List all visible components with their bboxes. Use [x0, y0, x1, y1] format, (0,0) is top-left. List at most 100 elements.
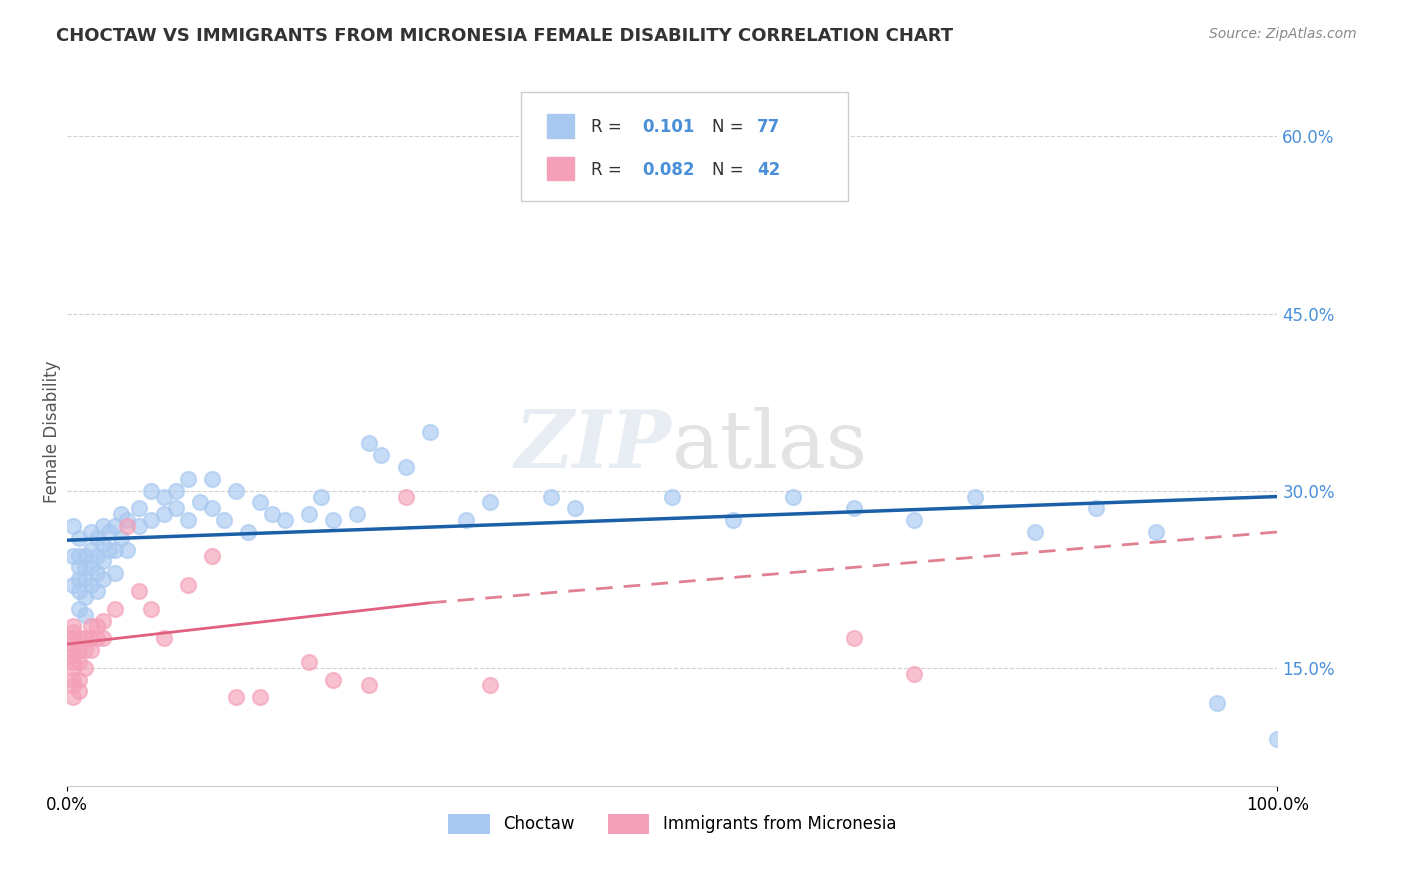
Point: [73, 661, 96, 675]
Point: [62, 643, 84, 657]
Point: [73, 607, 96, 622]
Point: [62, 637, 84, 651]
Point: [86, 566, 108, 581]
Point: [298, 508, 321, 522]
Point: [86, 549, 108, 563]
Point: [141, 483, 163, 498]
Text: 77: 77: [756, 118, 780, 136]
Point: [98, 542, 121, 557]
Point: [225, 483, 247, 498]
Point: [152, 508, 174, 522]
Point: [842, 501, 865, 516]
Point: [98, 524, 121, 539]
Point: [80, 524, 103, 539]
Point: [115, 519, 138, 533]
Point: [67, 673, 90, 687]
Legend: Choctaw, Immigrants from Micronesia: Choctaw, Immigrants from Micronesia: [449, 814, 896, 834]
Point: [1024, 524, 1046, 539]
Point: [91, 519, 114, 533]
Point: [479, 678, 502, 692]
Point: [177, 513, 200, 527]
Point: [62, 625, 84, 640]
Point: [212, 513, 235, 527]
Point: [62, 619, 84, 633]
Point: [67, 643, 90, 657]
Text: CHOCTAW VS IMMIGRANTS FROM MICRONESIA FEMALE DISABILITY CORRELATION CHART: CHOCTAW VS IMMIGRANTS FROM MICRONESIA FE…: [56, 27, 953, 45]
Text: R =: R =: [591, 118, 627, 136]
Point: [91, 631, 114, 645]
Point: [903, 666, 925, 681]
Point: [152, 631, 174, 645]
Point: [91, 537, 114, 551]
Point: [1084, 501, 1107, 516]
Text: atlas: atlas: [672, 407, 868, 484]
Point: [1144, 524, 1167, 539]
Text: 0.101: 0.101: [641, 118, 695, 136]
Point: [86, 584, 108, 599]
Point: [80, 643, 103, 657]
Point: [456, 513, 478, 527]
Point: [62, 578, 84, 592]
Point: [152, 490, 174, 504]
Point: [73, 572, 96, 586]
Point: [104, 519, 127, 533]
Point: [62, 519, 84, 533]
Point: [322, 673, 344, 687]
Text: N =: N =: [711, 118, 749, 136]
Point: [73, 590, 96, 604]
Point: [479, 495, 502, 509]
Point: [249, 495, 271, 509]
Point: [91, 614, 114, 628]
Point: [322, 513, 344, 527]
Point: [67, 584, 90, 599]
Text: R =: R =: [591, 161, 627, 178]
Point: [62, 549, 84, 563]
Text: 42: 42: [756, 161, 780, 178]
Point: [963, 490, 986, 504]
Point: [80, 542, 103, 557]
FancyBboxPatch shape: [520, 92, 848, 202]
Point: [73, 631, 96, 645]
Point: [110, 508, 132, 522]
Point: [67, 631, 90, 645]
Point: [370, 448, 392, 462]
Text: ZIP: ZIP: [515, 407, 672, 484]
Point: [86, 619, 108, 633]
Point: [86, 631, 108, 645]
Point: [262, 508, 284, 522]
Point: [395, 460, 418, 475]
Point: [564, 501, 586, 516]
Point: [104, 601, 127, 615]
Point: [73, 643, 96, 657]
Point: [141, 601, 163, 615]
Point: [238, 524, 260, 539]
Point: [201, 472, 224, 486]
Point: [249, 690, 271, 705]
Point: [225, 690, 247, 705]
Point: [201, 549, 224, 563]
Point: [73, 549, 96, 563]
Point: [62, 648, 84, 663]
Point: [67, 531, 90, 545]
Point: [721, 513, 744, 527]
Point: [128, 519, 150, 533]
Point: [67, 560, 90, 574]
Point: [62, 661, 84, 675]
Point: [540, 490, 562, 504]
Point: [165, 483, 187, 498]
Point: [80, 619, 103, 633]
Point: [62, 631, 84, 645]
Point: [1267, 731, 1289, 746]
Point: [188, 495, 211, 509]
Point: [67, 655, 90, 669]
Point: [359, 436, 381, 450]
Point: [80, 578, 103, 592]
Point: [273, 513, 295, 527]
Y-axis label: Female Disability: Female Disability: [44, 360, 60, 503]
Point: [104, 542, 127, 557]
Point: [177, 472, 200, 486]
Point: [903, 513, 925, 527]
Point: [419, 425, 441, 439]
Point: [62, 690, 84, 705]
Bar: [547, 114, 574, 137]
